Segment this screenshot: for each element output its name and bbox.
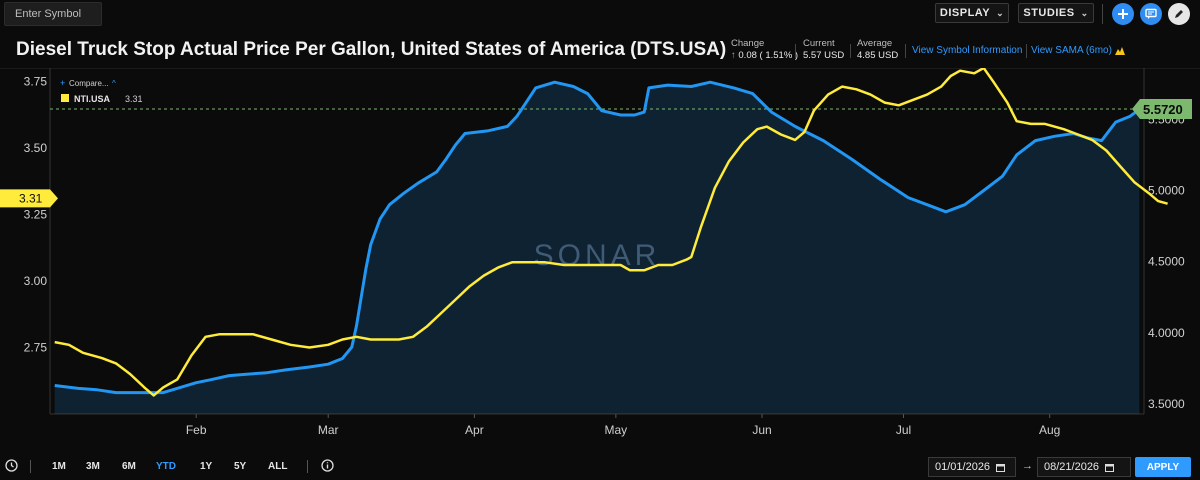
- range-button-6m[interactable]: 6M: [122, 461, 136, 472]
- range-button-3m[interactable]: 3M: [86, 461, 100, 472]
- change-stat: Change ↑ 0.08 ( 1.51% ): [731, 38, 798, 62]
- x-tick-label: May: [605, 423, 628, 437]
- left-axis: 2.75 3.00 3.25 3.50 3.75: [24, 74, 48, 354]
- comment-button[interactable]: [1140, 3, 1162, 25]
- change-value: 0.08 ( 1.51% ): [738, 50, 799, 61]
- stat-divider: [850, 44, 851, 58]
- right-tick-label: 5.0000: [1148, 183, 1185, 197]
- right-tick-label: 4.0000: [1148, 326, 1185, 340]
- x-tick-label: Jun: [752, 423, 771, 437]
- clock-icon[interactable]: [5, 459, 18, 472]
- left-tick-label: 3.25: [24, 207, 48, 221]
- change-label: Change: [731, 38, 765, 49]
- left-tick-label: 3.00: [24, 274, 48, 288]
- studies-label: STUDIES: [1023, 7, 1075, 19]
- current-label: Current: [803, 38, 835, 49]
- bottom-divider: [307, 460, 308, 473]
- top-toolbar: DISPLAY ⌄ STUDIES ⌄: [0, 0, 1200, 32]
- chevron-down-icon: ⌄: [1080, 7, 1089, 18]
- right-tick-label: 3.5000: [1148, 397, 1185, 411]
- x-tick-label: Feb: [186, 423, 207, 437]
- pencil-icon: [1175, 10, 1183, 18]
- calendar-icon: [996, 463, 1006, 472]
- comment-icon: [1145, 8, 1157, 19]
- display-label: DISPLAY: [939, 7, 991, 19]
- chevron-down-icon: ⌄: [996, 7, 1005, 18]
- start-date-value: 01/01/2026: [935, 461, 991, 473]
- plus-icon: +: [60, 78, 65, 88]
- current-badge-text: 5.5720: [1143, 102, 1183, 117]
- apply-button[interactable]: APPLY: [1135, 457, 1191, 477]
- range-button-ytd[interactable]: YTD: [156, 461, 176, 472]
- price-chart[interactable]: 2.75 3.00 3.25 3.50 3.75 3.5000 4.0000 4.5000 5…: [0, 68, 1200, 452]
- x-axis: Feb Mar Apr May Jun Jul Aug: [186, 414, 1060, 437]
- end-date-value: 08/21/2026: [1044, 461, 1100, 473]
- x-tick-label: Apr: [465, 423, 484, 437]
- bottom-divider: [30, 460, 31, 473]
- x-tick-label: Aug: [1039, 423, 1060, 437]
- bottom-toolbar: 1M 3M 6M YTD 1Y 5Y ALL 01/01/2026 → 08/21/2026…: [0, 452, 1200, 480]
- average-stat: Average 4.85 USD: [857, 38, 898, 62]
- nti-legend-swatch: [61, 94, 69, 102]
- range-button-1y[interactable]: 1Y: [200, 461, 213, 472]
- compare-badge-shape: [0, 189, 58, 208]
- current-badge-shape: [1132, 99, 1192, 120]
- x-tick-label: Jul: [896, 423, 911, 437]
- symbol-search-input[interactable]: [4, 2, 102, 26]
- average-label: Average: [857, 38, 893, 49]
- chevron-up-icon: ^: [112, 79, 116, 88]
- dts-series-line: [54, 80, 1141, 395]
- stat-divider: [1026, 44, 1027, 58]
- toolbar-divider: [1102, 4, 1103, 24]
- x-tick-label: Mar: [318, 423, 339, 437]
- edit-button[interactable]: [1168, 3, 1190, 25]
- add-button[interactable]: [1112, 3, 1134, 25]
- start-date-input[interactable]: 01/01/2026: [928, 457, 1016, 477]
- compare-label[interactable]: Compare...: [69, 79, 109, 88]
- stat-divider: [905, 44, 906, 58]
- display-dropdown[interactable]: DISPLAY ⌄: [935, 3, 1009, 23]
- sama-icon[interactable]: [1114, 45, 1127, 57]
- sonar-watermark: SONAR: [534, 239, 661, 272]
- right-tick-label: 4.5000: [1148, 255, 1185, 269]
- end-date-input[interactable]: 08/21/2026: [1037, 457, 1131, 477]
- view-symbol-info-link[interactable]: View Symbol Information: [912, 45, 1023, 56]
- info-icon[interactable]: [321, 459, 334, 472]
- chart-title: Diesel Truck Stop Actual Price Per Gallo…: [16, 39, 727, 60]
- chart-header: Diesel Truck Stop Actual Price Per Gallo…: [0, 34, 1200, 68]
- current-value: 5.57 USD: [803, 50, 845, 61]
- current-stat: Current 5.57 USD: [803, 38, 844, 62]
- compare-badge-text: 3.31: [19, 191, 43, 205]
- left-tick-label: 3.75: [24, 74, 48, 88]
- nti-legend-value: 3.31: [125, 94, 143, 104]
- range-button-1m[interactable]: 1M: [52, 461, 66, 472]
- stat-divider: [795, 44, 796, 58]
- average-value: 4.85 USD: [857, 50, 899, 61]
- current-value-badge: 5.5720: [1132, 99, 1192, 120]
- view-sama-link[interactable]: View SAMA (6mo): [1031, 45, 1112, 56]
- arrow-up-icon: ↑: [731, 50, 736, 61]
- calendar-icon: [1105, 463, 1115, 472]
- date-range-arrow: →: [1022, 460, 1033, 472]
- dts-series-area: [54, 82, 1140, 414]
- range-button-all[interactable]: ALL: [268, 461, 288, 472]
- left-tick-label: 3.50: [24, 141, 48, 155]
- left-tick-label: 2.75: [24, 340, 48, 354]
- nti-legend-name: NTI.USA: [74, 94, 111, 104]
- compare-value-badge: 3.31: [0, 189, 58, 208]
- chart-legend: + Compare... ^ NTI.USA 3.31: [60, 78, 143, 104]
- studies-dropdown[interactable]: STUDIES ⌄: [1018, 3, 1094, 23]
- range-button-5y[interactable]: 5Y: [234, 461, 247, 472]
- plus-icon: [1118, 9, 1128, 19]
- nti-series-line: [54, 68, 1168, 397]
